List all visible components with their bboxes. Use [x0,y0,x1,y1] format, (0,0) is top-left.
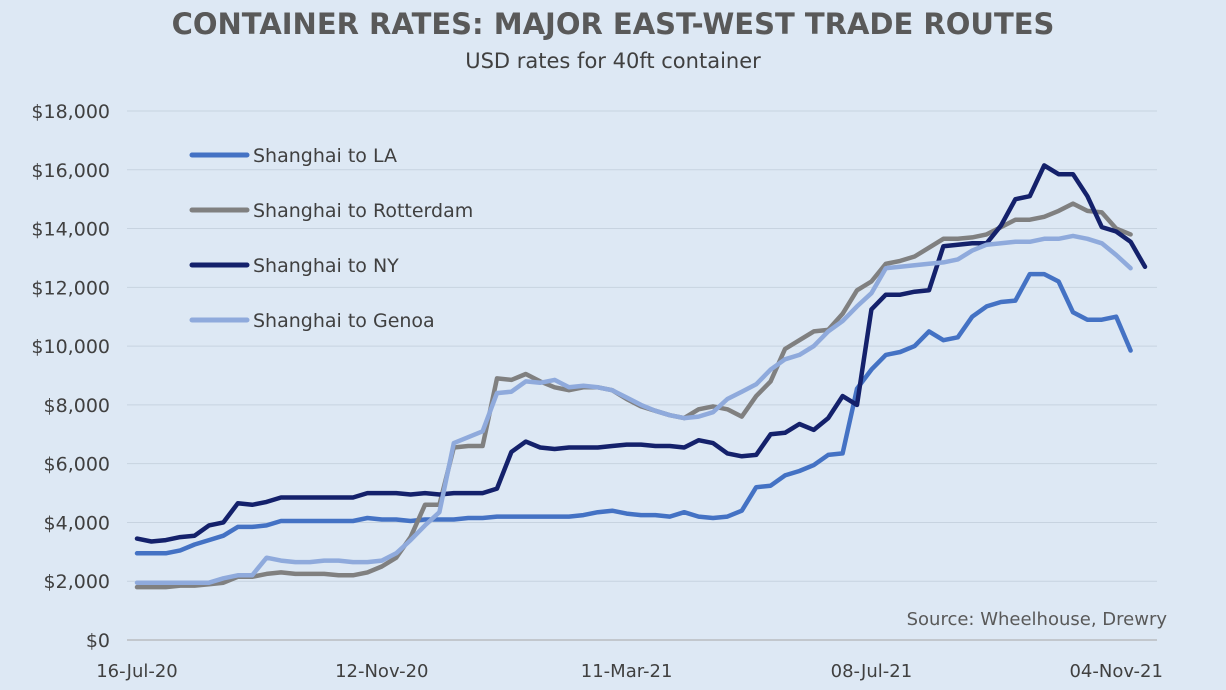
x-tick-label: 16-Jul-20 [96,661,178,682]
x-axis-ticks: 16-Jul-20 12-Nov-20 11-Mar-21 08-Jul-21 04-N… [96,661,1163,682]
x-tick-label: 08-Jul-21 [831,661,913,682]
series-lines [134,163,1148,590]
chart-title: CONTAINER RATES: MAJOR EAST-WEST TRADE R… [172,7,1055,41]
series-line [134,271,1133,556]
y-tick-label: $16,000 [31,160,110,182]
y-tick-label: $6,000 [44,454,110,476]
y-tick-label: $8,000 [44,395,110,417]
legend-entry: Shanghai to Rotterdam [253,200,473,222]
y-tick-label: $0 [86,630,110,652]
y-tick-label: $10,000 [31,336,110,358]
y-tick-label: $14,000 [31,219,110,241]
y-tick-label: $12,000 [31,277,110,299]
source-note: Source: Wheelhouse, Drewry [907,609,1168,630]
y-tick-label: $18,000 [31,101,110,123]
x-tick-label: 11-Mar-21 [581,661,673,682]
y-tick-label: $4,000 [44,512,110,534]
series-line [134,233,1133,585]
x-tick-label: 12-Nov-20 [335,661,428,682]
legend-entry: Shanghai to LA [253,145,397,167]
chart-subtitle: USD rates for 40ft container [465,49,761,73]
legend-entry: Shanghai to Genoa [253,310,435,332]
y-axis-ticks: $0 $2,000 $4,000 $6,000 $8,000 $10,000 $12,000… [31,101,110,652]
series-line [134,163,1148,544]
y-tick-label: $2,000 [44,571,110,593]
x-tick-label: 04-Nov-21 [1069,661,1162,682]
legend-entry: Shanghai to NY [253,255,399,277]
legend: Shanghai to LA Shanghai to Rotterdam Shang… [189,145,473,332]
